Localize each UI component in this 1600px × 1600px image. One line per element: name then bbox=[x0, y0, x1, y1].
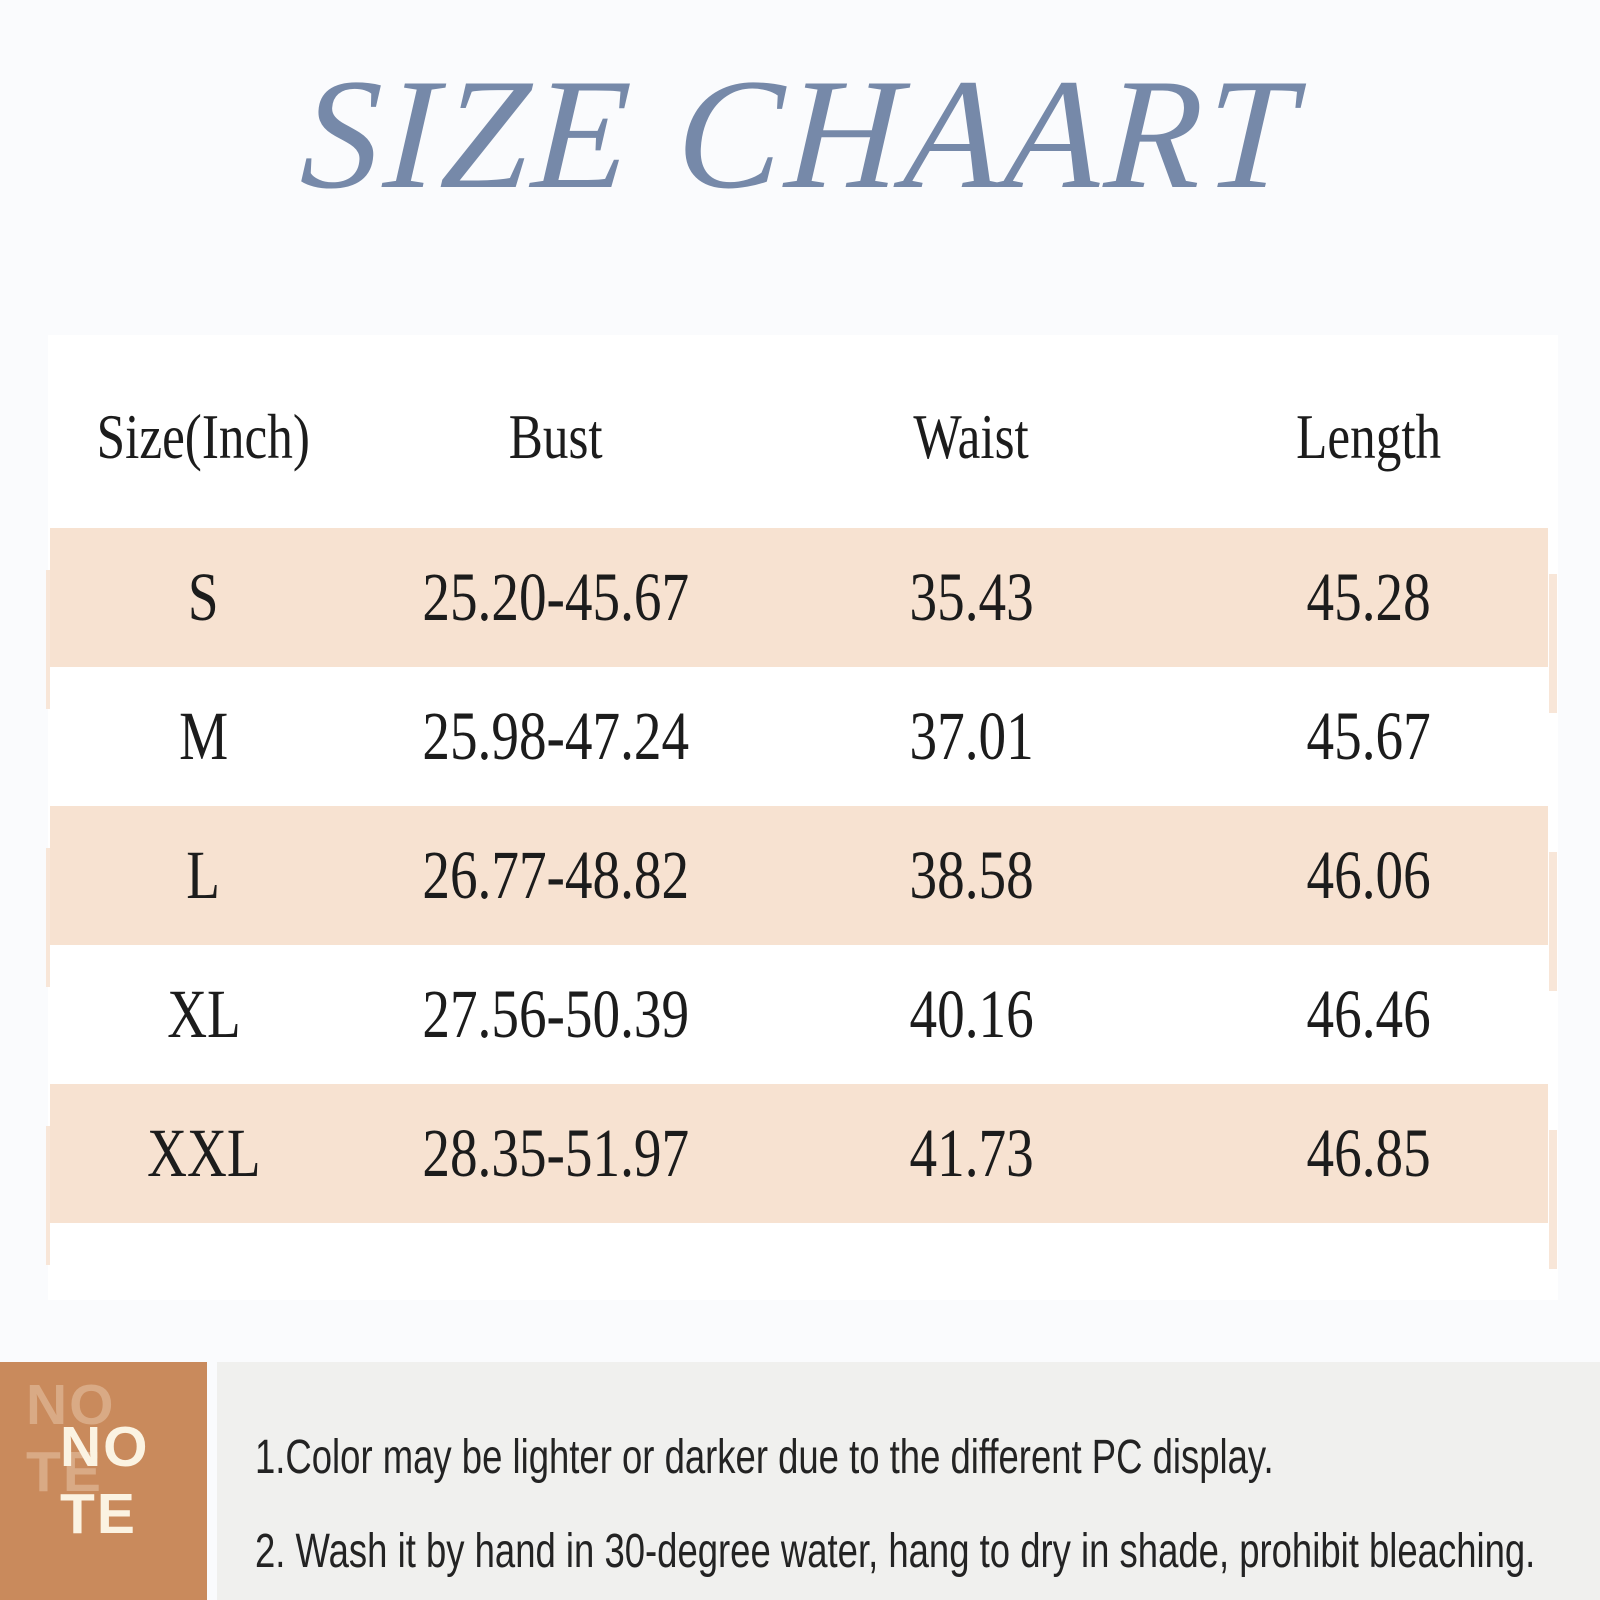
table-row-l: L 26.77-48.82 38.58 46.06 bbox=[46, 806, 1557, 991]
row-xl-bust: 27.56-50.39 bbox=[357, 980, 754, 1049]
table-row-xxl: XXL 28.35-51.97 41.73 46.85 bbox=[46, 1084, 1557, 1269]
note-ghost-line-1: NO bbox=[26, 1373, 116, 1437]
page-title: SIZE CHAART bbox=[297, 47, 1303, 222]
note-item-1: 1.Color may be lighter or darker due to … bbox=[255, 1431, 1274, 1484]
notes-panel: 1.Color may be lighter or darker due to … bbox=[217, 1362, 1600, 1600]
size-table-card: Size(Inch) Bust Waist Length S 25.20-45.… bbox=[46, 335, 1558, 1300]
note-word-line-1: NO bbox=[60, 1415, 150, 1479]
row-s-bust-value: 25.20-45.67 bbox=[422, 559, 689, 635]
row-l-bust-value: 26.77-48.82 bbox=[422, 837, 689, 913]
row-xl-length: 46.46 bbox=[1188, 980, 1548, 1049]
row-l-size: L bbox=[50, 841, 357, 910]
header-bust-label: Bust bbox=[508, 400, 603, 472]
header-size-label: Size(Inch) bbox=[96, 400, 311, 472]
row-xxl-size-value: XXL bbox=[146, 1115, 261, 1191]
header-length-label: Length bbox=[1295, 400, 1441, 472]
row-s-waist: 35.43 bbox=[754, 563, 1188, 632]
row-xl-waist: 40.16 bbox=[754, 980, 1188, 1049]
row-xl-bust-value: 27.56-50.39 bbox=[422, 976, 689, 1052]
row-xxl-length-value: 46.85 bbox=[1306, 1115, 1431, 1191]
row-xl-size: XL bbox=[50, 980, 357, 1049]
row-m-length: 45.67 bbox=[1188, 702, 1548, 771]
note-word: NO TE bbox=[60, 1414, 150, 1548]
row-s-bust: 25.20-45.67 bbox=[357, 563, 754, 632]
row-xxl-waist: 41.73 bbox=[754, 1119, 1188, 1188]
row-s-size-value: S bbox=[188, 559, 219, 635]
row-l-waist: 38.58 bbox=[754, 841, 1188, 910]
row-xl-size-value: XL bbox=[166, 976, 241, 1052]
note-word-ghost: NO TE bbox=[26, 1372, 116, 1506]
row-m-waist: 37.01 bbox=[754, 702, 1188, 771]
table-row-xl: XL 27.56-50.39 40.16 46.46 bbox=[50, 945, 1548, 1084]
table-row-m: M 25.98-47.24 37.01 45.67 bbox=[50, 667, 1548, 806]
header-length: Length bbox=[1188, 400, 1548, 472]
row-m-waist-value: 37.01 bbox=[909, 698, 1034, 774]
header-waist-label: Waist bbox=[913, 400, 1029, 472]
row-m-length-value: 45.67 bbox=[1306, 698, 1431, 774]
row-m-size-value: M bbox=[178, 698, 229, 774]
note-item-2: 2. Wash it by hand in 30-degree water, h… bbox=[255, 1525, 1536, 1578]
header-waist: Waist bbox=[754, 400, 1188, 472]
table-header-row: Size(Inch) Bust Waist Length bbox=[50, 335, 1548, 528]
row-l-bust: 26.77-48.82 bbox=[357, 841, 754, 910]
row-xl-waist-value: 40.16 bbox=[909, 976, 1034, 1052]
row-xxl-bust: 28.35-51.97 bbox=[357, 1119, 754, 1188]
row-l-length-value: 46.06 bbox=[1306, 837, 1431, 913]
row-xxl-bust-value: 28.35-51.97 bbox=[422, 1115, 689, 1191]
note-badge: NO TE NO TE bbox=[0, 1362, 207, 1600]
row-xxl-size: XXL bbox=[50, 1119, 357, 1188]
note-word-line-2: TE bbox=[60, 1482, 137, 1546]
row-xl-length-value: 46.46 bbox=[1306, 976, 1431, 1052]
header-bust: Bust bbox=[357, 400, 754, 472]
row-m-bust-value: 25.98-47.24 bbox=[422, 698, 689, 774]
note-ghost-line-2: TE bbox=[26, 1440, 103, 1504]
row-xxl-waist-value: 41.73 bbox=[909, 1115, 1034, 1191]
row-s-size: S bbox=[50, 563, 357, 632]
table-row-s: S 25.20-45.67 35.43 45.28 bbox=[46, 528, 1557, 713]
row-s-length-value: 45.28 bbox=[1306, 559, 1431, 635]
row-m-bust: 25.98-47.24 bbox=[357, 702, 754, 771]
row-m-size: M bbox=[50, 702, 357, 771]
row-xxl-length: 46.85 bbox=[1188, 1119, 1548, 1188]
row-s-length: 45.28 bbox=[1188, 563, 1548, 632]
row-l-waist-value: 38.58 bbox=[909, 837, 1034, 913]
header-size: Size(Inch) bbox=[50, 400, 357, 472]
size-table: Size(Inch) Bust Waist Length S 25.20-45.… bbox=[46, 335, 1557, 1269]
row-s-waist-value: 35.43 bbox=[909, 559, 1034, 635]
row-l-length: 46.06 bbox=[1188, 841, 1548, 910]
row-l-size-value: L bbox=[186, 837, 221, 913]
